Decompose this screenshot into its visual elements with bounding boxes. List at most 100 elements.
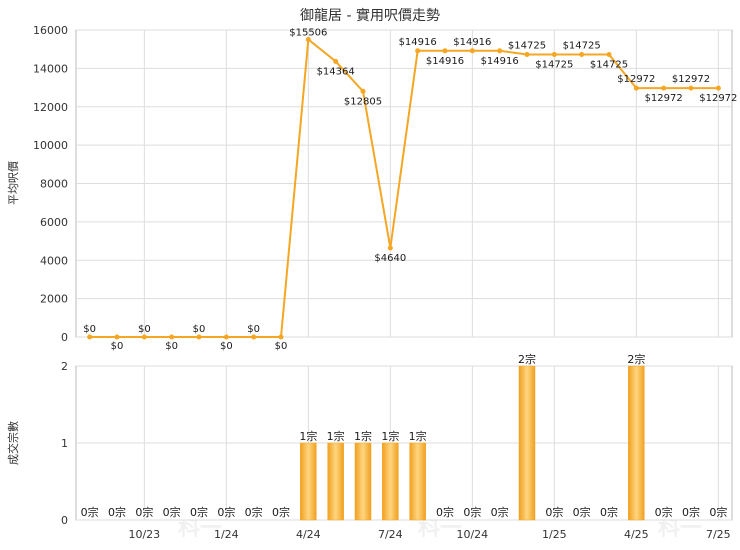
price-point-2 <box>141 334 147 340</box>
volume-label-1: 0宗 <box>108 505 126 519</box>
chart-title: 御龍居 - 實用呎價走勢 <box>300 7 440 24</box>
price-label-14: $14916 <box>453 37 491 48</box>
price-y-tick-8: 16000 <box>33 24 68 37</box>
price-label-18: $14725 <box>563 40 601 51</box>
volume-bar-12 <box>409 442 426 521</box>
volume-label-21: 0宗 <box>655 505 673 519</box>
volume-label-15: 0宗 <box>491 505 509 519</box>
volume-label-9: 1宗 <box>327 429 345 443</box>
price-point-4 <box>196 334 202 340</box>
volume-label-3: 0宗 <box>163 505 181 519</box>
volume-label-6: 0宗 <box>245 505 263 519</box>
x-tick-6: 4/25 <box>624 528 649 541</box>
volume-label-10: 1宗 <box>354 429 372 443</box>
volume-y-label: 成交宗數 <box>6 421 20 465</box>
price-point-16 <box>524 51 530 57</box>
price-label-13: $14916 <box>426 56 464 67</box>
price-label-7: $0 <box>275 341 288 352</box>
volume-label-5: 0宗 <box>217 505 235 519</box>
price-point-3 <box>169 334 175 340</box>
x-tick-1: 1/24 <box>214 528 239 541</box>
volume-bar-20 <box>628 365 645 521</box>
price-label-5: $0 <box>220 341 233 352</box>
price-label-23: $12972 <box>699 93 737 104</box>
price-point-7 <box>278 334 284 340</box>
volume-bar-8 <box>300 442 317 521</box>
volume-bar-16 <box>518 365 536 521</box>
price-label-0: $0 <box>83 324 96 335</box>
price-label-6: $0 <box>247 324 260 335</box>
volume-label-11: 1宗 <box>381 429 399 443</box>
volume-bar-labels: 0宗 0宗 0宗 0宗 0宗 0宗 0宗 0宗 1宗 1宗 1宗 1宗 1宗 0宗 0宗 0宗 2宗 0宗 0宗 0宗… <box>81 352 728 519</box>
volume-y-tick-2: 2 <box>61 360 68 373</box>
volume-label-7: 0宗 <box>272 505 290 519</box>
price-y-tick-6: 12000 <box>33 101 68 114</box>
x-tick-5: 1/25 <box>542 528 567 541</box>
price-point-19 <box>606 51 612 57</box>
volume-label-18: 0宗 <box>573 505 591 519</box>
price-label-22: $12972 <box>672 74 710 85</box>
volume-label-19: 0宗 <box>600 505 618 519</box>
price-label-11: $4640 <box>374 253 406 264</box>
price-point-13 <box>442 48 448 54</box>
volume-label-20: 2宗 <box>627 352 645 366</box>
volume-label-8: 1宗 <box>299 429 317 443</box>
price-labels: $0 $0 $0 $0 $0 $0 $0 $0 $15506 $14364 $12805 $4640 $… <box>83 27 737 352</box>
price-panel: 0 2000 4000 6000 8000 10000 12000 14000 16000 $0… <box>6 24 737 352</box>
price-line <box>89 37 719 338</box>
price-y-tick-5: 10000 <box>33 139 68 152</box>
x-tick-3: 7/24 <box>378 528 403 541</box>
price-y-tick-2: 4000 <box>40 254 68 267</box>
x-tick-7: 7/25 <box>706 528 731 541</box>
x-tick-4: 10/24 <box>456 528 488 541</box>
volume-label-2: 0宗 <box>135 505 153 519</box>
price-y-tick-0: 0 <box>61 331 68 344</box>
volume-label-0: 0宗 <box>81 505 99 519</box>
price-label-12: $14916 <box>399 37 437 48</box>
price-label-2: $0 <box>138 324 151 335</box>
price-point-21 <box>661 85 667 91</box>
volume-label-14: 0宗 <box>463 505 481 519</box>
price-point-22 <box>688 85 694 91</box>
volume-label-4: 0宗 <box>190 505 208 519</box>
volume-y-ticks: 0 1 2 <box>61 360 68 527</box>
price-y-tick-7: 14000 <box>33 62 68 75</box>
price-y-label: 平均呎價 <box>6 161 20 205</box>
volume-label-16: 2宗 <box>518 352 536 366</box>
price-point-20 <box>633 85 639 91</box>
price-label-3: $0 <box>165 341 178 352</box>
volume-label-22: 0宗 <box>682 505 700 519</box>
price-label-4: $0 <box>193 324 206 335</box>
price-point-12 <box>415 48 421 54</box>
price-label-21: $12972 <box>645 93 683 104</box>
price-point-0 <box>87 334 93 340</box>
volume-label-17: 0宗 <box>545 505 563 519</box>
volume-label-13: 0宗 <box>436 505 454 519</box>
x-tick-0: 10/23 <box>128 528 160 541</box>
price-point-1 <box>114 334 120 340</box>
price-point-18 <box>579 51 585 57</box>
price-label-19: $14725 <box>590 59 628 70</box>
price-grid <box>76 29 732 338</box>
price-y-tick-4: 8000 <box>40 178 68 191</box>
volume-y-tick-1: 1 <box>61 437 68 450</box>
price-point-6 <box>251 334 257 340</box>
price-label-9: $14364 <box>317 66 355 77</box>
volume-y-tick-0: 0 <box>61 514 68 527</box>
price-point-8 <box>305 36 311 42</box>
price-point-17 <box>551 51 557 57</box>
price-point-15 <box>497 48 503 54</box>
volume-bars <box>300 365 645 521</box>
price-label-16: $14725 <box>508 40 546 51</box>
volume-label-12: 1宗 <box>409 429 427 443</box>
price-point-5 <box>223 334 229 340</box>
price-point-9 <box>333 58 339 64</box>
price-y-tick-3: 6000 <box>40 216 68 229</box>
price-label-20: $12972 <box>617 74 655 85</box>
price-points <box>87 36 721 340</box>
x-tick-2: 4/24 <box>296 528 321 541</box>
volume-bar-11 <box>382 442 399 521</box>
